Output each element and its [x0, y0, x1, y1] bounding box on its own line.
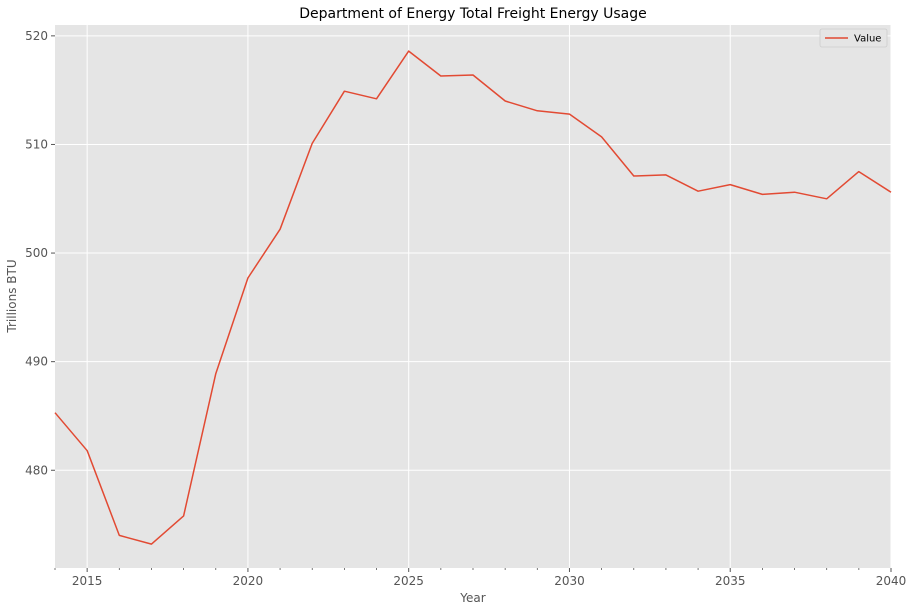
- legend-box: [819, 28, 888, 48]
- series-line-value: [54, 50, 892, 545]
- y-tick-label: 520: [25, 29, 48, 43]
- legend-label-value: Value: [854, 34, 881, 45]
- x-tick-label: 2035: [715, 574, 746, 588]
- y-tick-label: 510: [25, 137, 48, 151]
- x-axis-label: Year: [459, 591, 485, 605]
- x-tick-label: 2020: [233, 574, 264, 588]
- axis-ticks: 480 490 500 510 520 2015 2020 2025 2030 2035 2040: [25, 29, 906, 588]
- chart-title: Department of Energy Total Freight Energ…: [299, 6, 647, 22]
- plot-background: [55, 25, 891, 568]
- x-tick-label: 2040: [876, 574, 907, 588]
- x-tick-label: 2025: [393, 574, 424, 588]
- grid-lines: [55, 25, 892, 568]
- series-layer: [54, 50, 892, 545]
- y-tick-label: 500: [25, 246, 48, 260]
- x-tick-label: 2015: [72, 574, 103, 588]
- legend: Value: [819, 28, 888, 48]
- y-tick-label: 490: [25, 355, 48, 369]
- y-tick-label: 480: [25, 463, 48, 477]
- x-tick-label: 2030: [554, 574, 585, 588]
- y-axis-label: Trillions BTU: [5, 259, 19, 333]
